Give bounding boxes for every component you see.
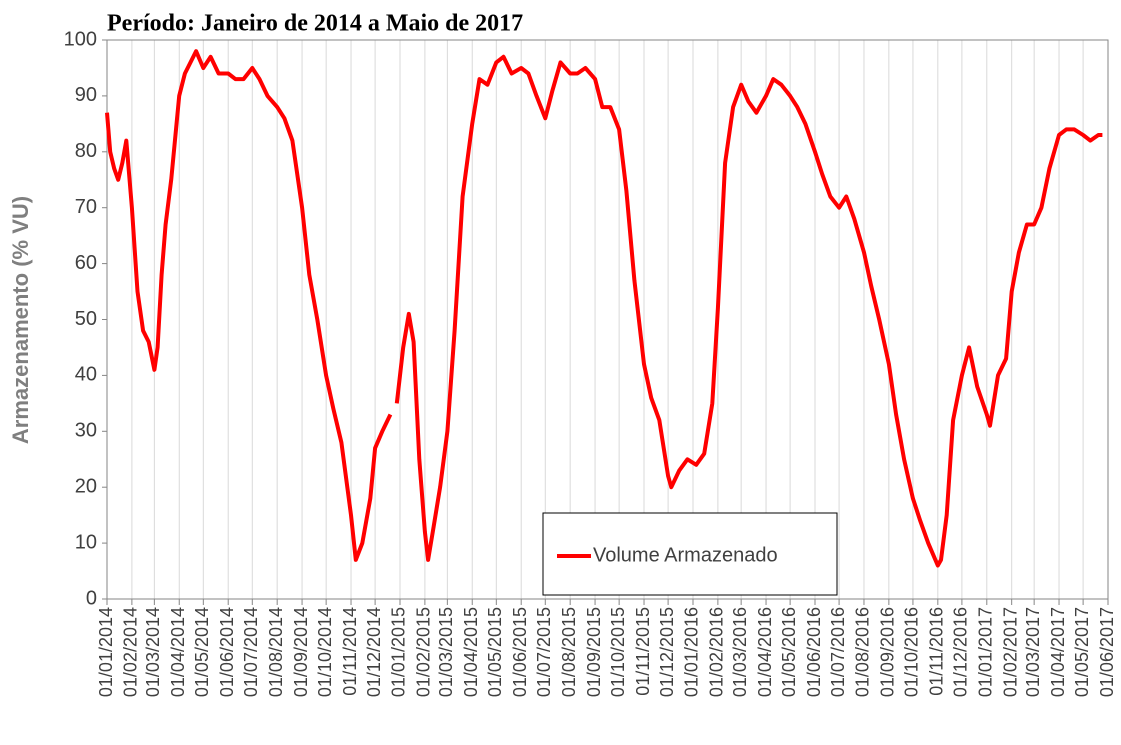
y-tick-label: 10 (75, 531, 97, 553)
x-tick-label: 01/01/2017 (976, 607, 996, 697)
data-line (105, 49, 1103, 568)
legend-box (542, 512, 838, 596)
x-tick-label: 01/06/2015 (510, 607, 530, 697)
x-tick-label: 01/12/2016 (951, 607, 971, 697)
x-tick-label: 01/03/2017 (1023, 607, 1043, 697)
x-tick-label: 01/06/2016 (804, 607, 824, 697)
x-tick-label: 01/08/2016 (853, 607, 873, 697)
x-tick-label: 01/09/2014 (291, 607, 311, 697)
x-tick-label: 01/04/2017 (1048, 607, 1068, 697)
x-tick-label: 01/01/2015 (389, 607, 409, 697)
x-tick-label: 01/06/2014 (217, 607, 237, 697)
y-axis-label: Armazenamento (% VU) (8, 196, 33, 444)
y-tick-label: 80 (75, 140, 97, 162)
y-tick-label: 0 (86, 587, 97, 609)
x-tick-label: 01/07/2016 (828, 607, 848, 697)
x-tick-label: 01/10/2015 (608, 607, 628, 697)
y-tick-label: 60 (75, 252, 97, 274)
x-tick-label: 01/02/2014 (121, 607, 141, 697)
x-tick-label: 01/09/2016 (878, 607, 898, 697)
y-tick-label: 100 (64, 28, 97, 50)
x-tick-label: 01/12/2015 (657, 607, 677, 697)
x-tick-label: 01/01/2016 (682, 607, 702, 697)
x-tick-label: 01/05/2014 (192, 607, 212, 697)
x-tick-label: 01/02/2017 (1000, 607, 1020, 697)
y-tick-label: 70 (75, 196, 97, 218)
x-tick-label: 01/02/2015 (414, 607, 434, 697)
y-tick-label: 40 (75, 364, 97, 386)
x-tick-label: 01/04/2015 (461, 607, 481, 697)
x-tick-label: 01/06/2017 (1097, 607, 1117, 697)
y-tick-label: 50 (75, 308, 97, 330)
x-tick-label: 01/10/2014 (315, 607, 335, 697)
x-tick-label: 01/07/2014 (241, 607, 261, 697)
x-tick-label: 01/07/2015 (534, 607, 554, 697)
x-tick-label: 01/04/2016 (755, 607, 775, 697)
y-tick-label: 20 (75, 475, 97, 497)
x-tick-label: 01/12/2014 (364, 607, 384, 697)
x-tick-label: 01/04/2014 (168, 607, 188, 697)
x-tick-label: 01/08/2014 (266, 607, 286, 697)
y-tick-label: 30 (75, 420, 97, 442)
x-tick-label: 01/03/2016 (730, 607, 750, 697)
plot-frame (106, 39, 1109, 600)
x-tick-label: 01/05/2016 (779, 607, 799, 697)
x-tick-label: 01/02/2016 (707, 607, 727, 697)
x-tick-label: 01/08/2015 (559, 607, 579, 697)
x-tick-label: 01/11/2015 (633, 607, 653, 696)
x-tick-label: 01/11/2016 (927, 607, 947, 696)
chart-title: Período: Janeiro de 2014 a Maio de 2017 (107, 11, 523, 37)
x-tick-label: 01/05/2015 (485, 607, 505, 697)
x-tick-label: 01/03/2015 (436, 607, 456, 697)
x-tick-label: 01/01/2014 (96, 607, 116, 697)
x-tick-label: 01/11/2014 (340, 607, 360, 696)
x-tick-label: 01/05/2017 (1072, 607, 1092, 697)
legend-label: Volume Armazenado (593, 544, 778, 566)
x-tick-label: 01/03/2014 (143, 607, 163, 697)
x-tick-label: 01/09/2015 (584, 607, 604, 697)
y-tick-label: 90 (75, 84, 97, 106)
x-tick-label: 01/10/2016 (902, 607, 922, 697)
